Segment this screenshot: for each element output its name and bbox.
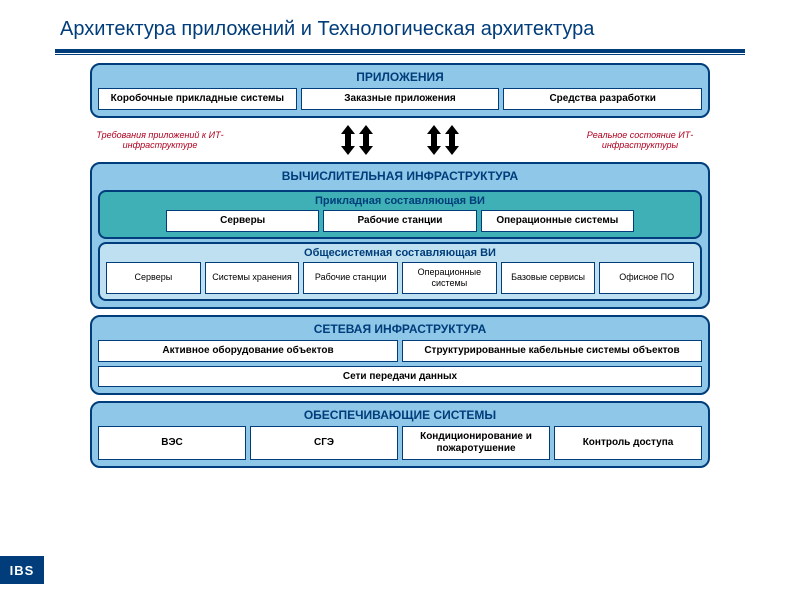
ibs-logo: IBS (0, 556, 44, 584)
layer-compute: ВЫЧИСЛИТЕЛЬНАЯ ИНФРАСТРУКТУРА Прикладная… (90, 162, 710, 309)
cell-os-1: Операционные системы (481, 210, 634, 232)
layer-title-support: ОБЕСПЕЧИВАЮЩИЕ СИСТЕМЫ (98, 406, 702, 426)
sublayer-systemwide: Общесистемная составляющая ВИ Серверы Си… (98, 242, 702, 301)
layer-title-compute: ВЫЧИСЛИТЕЛЬНАЯ ИНФРАСТРУКТУРА (98, 167, 702, 187)
annotation-requirements: Требования приложений к ИТ-инфраструктур… (80, 130, 240, 151)
layer-title-applications: ПРИЛОЖЕНИЯ (98, 68, 702, 88)
title-underline (55, 49, 745, 53)
cell-workstations-1: Рабочие станции (323, 210, 476, 232)
slide-title: Архитектура приложений и Технологическая… (0, 0, 800, 49)
annotation-state: Реальное состояние ИТ-инфраструктуры (560, 130, 720, 151)
up-down-arrow-icon (359, 125, 373, 155)
sublayer-title-applied: Прикладная составляющая ВИ (106, 194, 694, 210)
cell-base-services: Базовые сервисы (501, 262, 596, 294)
cell-active-equipment: Активное оборудование объектов (98, 340, 398, 362)
sublayer-title-systemwide: Общесистемная составляющая ВИ (106, 246, 694, 262)
cell-workstations-2: Рабочие станции (303, 262, 398, 294)
cell-servers-2: Серверы (106, 262, 201, 294)
cell-custom-apps: Заказные приложения (301, 88, 500, 110)
arrow-pair-right (427, 125, 459, 155)
cell-data-networks: Сети передачи данных (98, 366, 702, 387)
applied-cells: Серверы Рабочие станции Операционные сис… (166, 210, 634, 232)
up-down-arrow-icon (341, 125, 355, 155)
systemwide-cells: Серверы Системы хранения Рабочие станции… (106, 262, 694, 294)
network-row1: Активное оборудование объектов Структури… (98, 340, 702, 362)
layer-support: ОБЕСПЕЧИВАЮЩИЕ СИСТЕМЫ ВЭС СГЭ Кондицион… (90, 401, 710, 468)
support-cells: ВЭС СГЭ Кондиционирование и пожаротушени… (98, 426, 702, 460)
cell-cable-systems: Структурированные кабельные системы объе… (402, 340, 702, 362)
cell-ves: ВЭС (98, 426, 246, 460)
cell-hvac-fire: Кондиционирование и пожаротушение (402, 426, 550, 460)
up-down-arrow-icon (427, 125, 441, 155)
cell-boxed-apps: Коробочные прикладные системы (98, 88, 297, 110)
cell-servers-1: Серверы (166, 210, 319, 232)
arrows-row: Требования приложений к ИТ-инфраструктур… (90, 124, 710, 156)
architecture-diagram: ПРИЛОЖЕНИЯ Коробочные прикладные системы… (90, 63, 710, 468)
up-down-arrow-icon (445, 125, 459, 155)
layer-title-network: СЕТЕВАЯ ИНФРАСТРУКТУРА (98, 320, 702, 340)
layer-network: СЕТЕВАЯ ИНФРАСТРУКТУРА Активное оборудов… (90, 315, 710, 395)
applications-cells: Коробочные прикладные системы Заказные п… (98, 88, 702, 110)
arrow-pair-left (341, 125, 373, 155)
layer-applications: ПРИЛОЖЕНИЯ Коробочные прикладные системы… (90, 63, 710, 118)
cell-access-control: Контроль доступа (554, 426, 702, 460)
cell-storage: Системы хранения (205, 262, 300, 294)
cell-os-2: Операционные системы (402, 262, 497, 294)
sublayer-applied: Прикладная составляющая ВИ Серверы Рабоч… (98, 190, 702, 239)
cell-dev-tools: Средства разработки (503, 88, 702, 110)
cell-office-sw: Офисное ПО (599, 262, 694, 294)
cell-sge: СГЭ (250, 426, 398, 460)
